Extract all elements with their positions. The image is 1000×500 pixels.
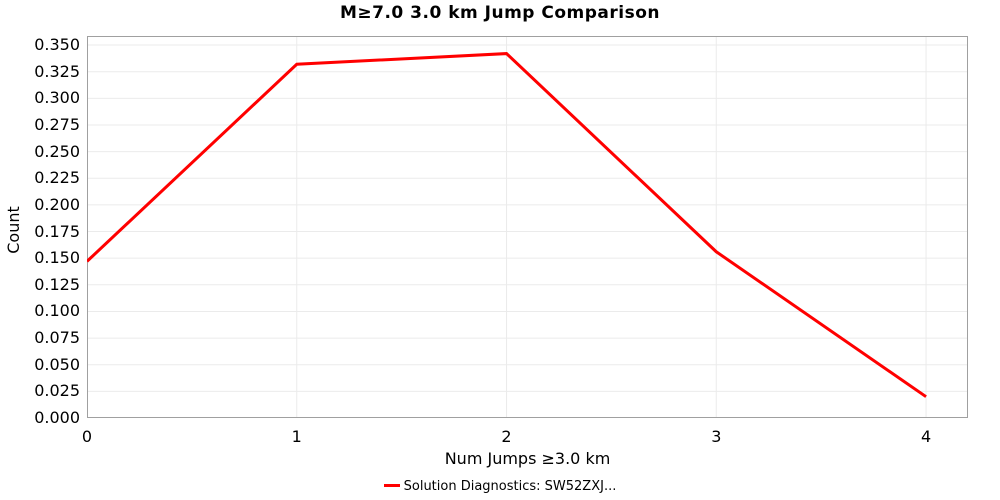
plot-border	[87, 36, 968, 418]
plot-area	[87, 36, 968, 418]
x-tick-label: 1	[291, 427, 302, 446]
y-tick-label: 0.075	[34, 328, 80, 348]
x-tick-label: 2	[501, 427, 512, 446]
y-tick-label: 0.275	[34, 114, 80, 134]
legend-line-swatch	[383, 484, 400, 487]
y-tick-label: 0.225	[34, 168, 80, 188]
chart-title: M≥7.0 3.0 km Jump Comparison	[339, 3, 661, 23]
y-tick-label: 0.150	[34, 248, 80, 268]
y-tick-label: 0.050	[34, 354, 80, 374]
y-tick-label: 0.250	[34, 141, 80, 161]
y-tick-label: 0.325	[34, 61, 80, 81]
x-tick-label: 4	[920, 427, 932, 446]
y-tick-label: 0.300	[34, 88, 80, 108]
y-tick-label: 0.100	[34, 301, 80, 321]
plot-svg	[87, 36, 968, 418]
x-tick-label: 0	[81, 427, 93, 446]
y-tick-label: 0.000	[34, 408, 80, 427]
y-tick-label: 0.350	[34, 35, 80, 55]
y-tick-label: 0.175	[34, 221, 80, 241]
x-axis-label: Num Jumps ≥3.0 km	[444, 449, 611, 468]
y-tick-label: 0.025	[34, 381, 80, 401]
legend: Solution Diagnostics: SW52ZXJ...	[0, 479, 1000, 494]
y-tick-label: 0.125	[34, 274, 80, 294]
y-tick-label: 0.200	[34, 194, 80, 214]
legend-label: Solution Diagnostics: SW52ZXJ...	[403, 479, 617, 494]
x-tick-label: 3	[711, 427, 722, 446]
data-line	[87, 52, 927, 398]
